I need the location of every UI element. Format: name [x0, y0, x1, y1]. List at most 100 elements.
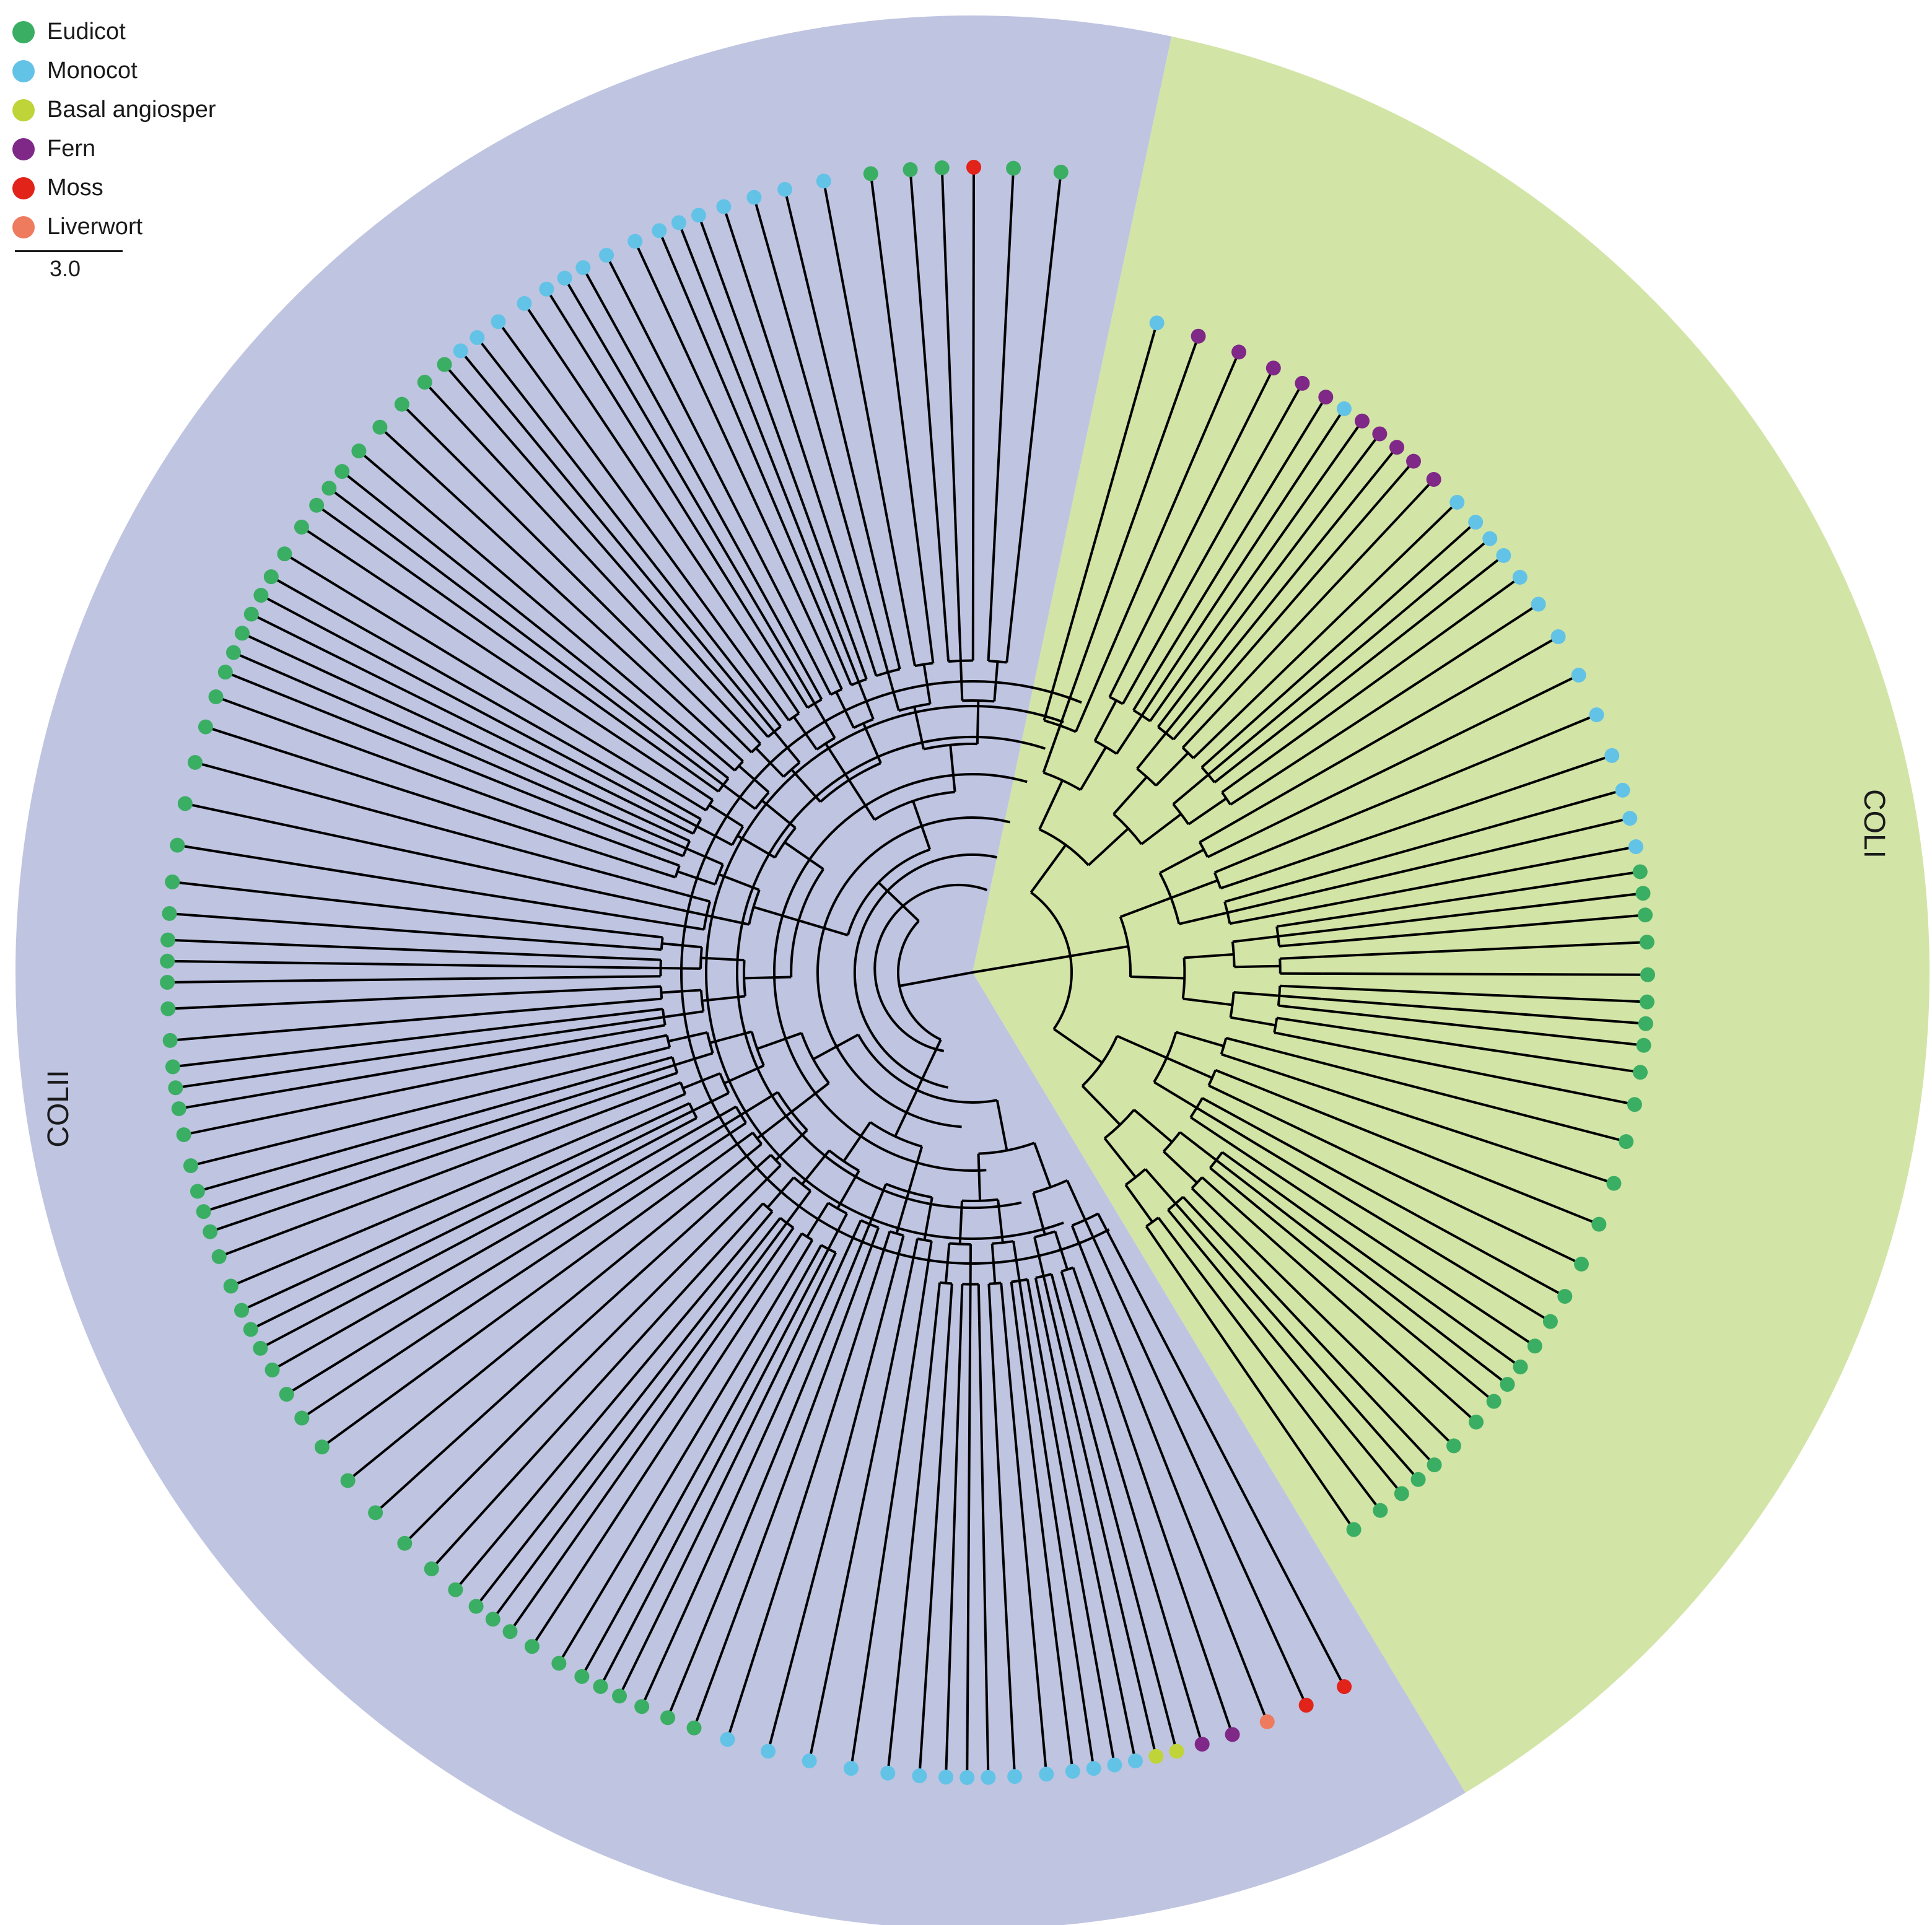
tree-branch — [1172, 707, 1202, 741]
tree-branch — [639, 1063, 675, 1078]
tree-branch — [792, 1239, 814, 1272]
tree-branch — [640, 1256, 846, 1708]
tree-branch — [225, 671, 650, 844]
tree-branch — [1172, 774, 1209, 805]
tree-branch — [795, 671, 816, 704]
tip-node — [1615, 782, 1630, 798]
tree-branch — [659, 1109, 694, 1128]
tree-branch — [1214, 853, 1257, 874]
tip-node — [716, 199, 732, 214]
tree-branch — [209, 1083, 643, 1233]
tip-node — [176, 1127, 191, 1143]
tree-branch — [241, 1117, 657, 1312]
tree-branch — [650, 1093, 686, 1110]
tree-branch — [260, 1133, 665, 1350]
legend-item-moss: Moss — [12, 168, 216, 207]
tree-branch — [907, 1146, 924, 1192]
tree-branch — [624, 945, 662, 951]
tip-node — [177, 796, 193, 811]
tree-branch — [978, 1141, 1035, 1155]
tip-node — [1426, 472, 1441, 487]
tree-branch — [1003, 1319, 1048, 1774]
tip-node — [187, 754, 203, 770]
tip-node — [1086, 1761, 1101, 1776]
tree-branch — [989, 1320, 1016, 1777]
tip-node — [294, 1410, 310, 1426]
tip-node — [1632, 864, 1648, 880]
tree-branch — [1140, 679, 1166, 717]
tree-branch — [1230, 1016, 1276, 1027]
tree-branch — [628, 1024, 666, 1033]
tip-node — [1225, 1727, 1240, 1742]
tree-branch — [1030, 891, 1073, 1030]
tree-branch — [1274, 845, 1637, 917]
tree-branch — [197, 1066, 637, 1193]
tree-branch — [1157, 692, 1185, 728]
tip-node — [314, 1439, 330, 1455]
tree-branch — [1041, 1313, 1137, 1761]
tree-branch — [1174, 1202, 1205, 1236]
tree-branch — [751, 1132, 763, 1145]
legend-label: Monocot — [47, 58, 138, 84]
tree-branch — [735, 1106, 747, 1124]
tip-node — [652, 223, 667, 238]
tip-node — [198, 719, 213, 735]
tree-branch — [659, 986, 663, 999]
tree-branch — [1182, 1250, 1381, 1511]
tree-branch — [341, 470, 701, 757]
tree-branch — [987, 624, 992, 661]
tree-branch — [1268, 788, 1624, 891]
tree-branch — [1033, 1142, 1052, 1188]
tip-node — [1638, 907, 1653, 923]
tree-branch — [271, 1125, 702, 1371]
tree-branch — [177, 844, 665, 925]
tip-node — [1542, 1314, 1558, 1329]
tree-branch — [634, 1045, 670, 1058]
tree-branch — [918, 1320, 951, 1776]
tip-node — [170, 837, 185, 853]
tree-branch — [454, 1239, 750, 1591]
tip-node — [1148, 1748, 1164, 1764]
tree-branch — [1072, 1267, 1086, 1303]
tip-node — [1619, 1134, 1634, 1150]
tree-branch — [1124, 1184, 1154, 1223]
tree-branch — [1144, 1168, 1177, 1205]
tree-branch — [1060, 1271, 1073, 1307]
tree-branch — [1215, 1159, 1251, 1187]
tree-branch — [557, 1270, 795, 1664]
tip-node — [1640, 967, 1655, 982]
tree-branch — [1321, 997, 1646, 1025]
tree-branch — [1227, 901, 1273, 914]
tip-node — [277, 546, 292, 562]
tree-branch — [1085, 1262, 1269, 1722]
tree-branch — [1195, 1106, 1237, 1133]
tree-branch — [1239, 635, 1559, 821]
legend-item-basal-angiosperm: Basal angiosper — [12, 90, 216, 129]
tree-branch — [1202, 1234, 1420, 1481]
legend-item-fern: Fern — [12, 129, 216, 168]
tree-branch — [1164, 408, 1345, 681]
tree-branch — [563, 277, 797, 673]
tip-node — [1468, 515, 1484, 530]
tree-branch — [626, 1008, 663, 1015]
tip-node — [634, 1699, 650, 1714]
tip-node — [720, 1732, 735, 1747]
tip-node — [183, 1158, 199, 1174]
tip-node — [593, 1679, 608, 1695]
tip-node — [1410, 1472, 1426, 1487]
tree-branch — [1248, 674, 1580, 839]
tree-branch — [1170, 879, 1218, 899]
tree-branch — [1232, 521, 1477, 740]
tree-branch — [850, 678, 867, 686]
tip-node — [1636, 1037, 1651, 1053]
tree-branch — [939, 1281, 952, 1285]
tip-node — [746, 190, 762, 205]
tree-branch — [1079, 746, 1108, 791]
tree-branch — [1257, 1086, 1600, 1226]
tip-node — [524, 1639, 540, 1654]
tree-branch — [1157, 1216, 1185, 1252]
tree-branch — [907, 629, 916, 666]
tree-branch — [1222, 501, 1458, 730]
tree-branch — [803, 666, 823, 701]
